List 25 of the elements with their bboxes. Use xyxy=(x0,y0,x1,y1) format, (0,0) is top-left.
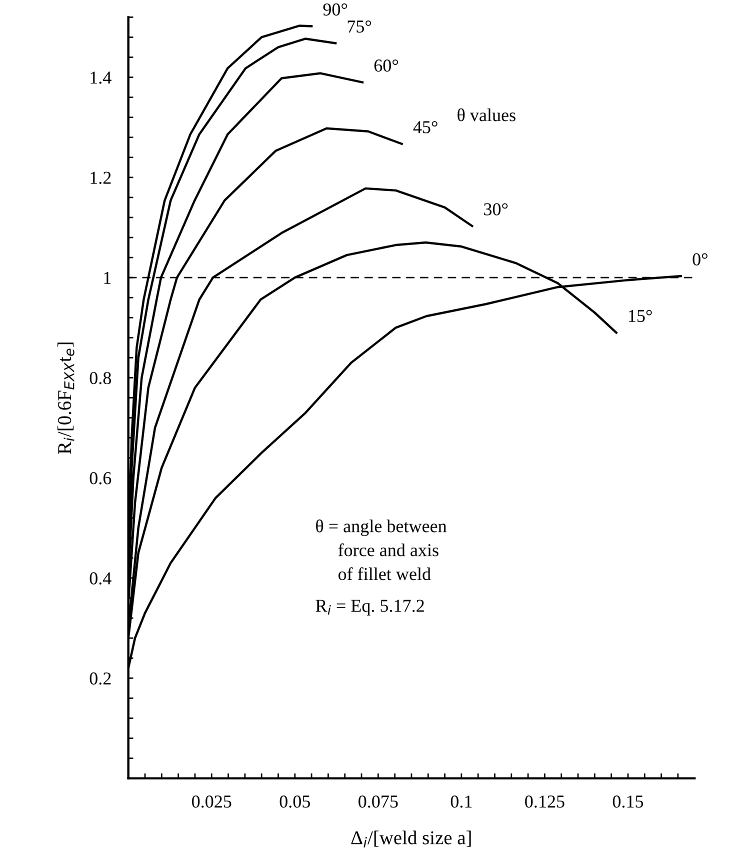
y-tick-label: 0.6 xyxy=(90,472,112,484)
annotation: θ = angle between force and axis of fillet weld xyxy=(316,520,447,580)
y-tick-label: 1.4 xyxy=(90,72,112,84)
x-tick-label: 0.025 xyxy=(192,795,232,808)
series-label: 30° xyxy=(484,203,508,216)
x-axis-title: Δ$_{i}$/[weld size a] xyxy=(351,830,471,848)
series-label: 15° xyxy=(629,310,652,322)
x-tick-label: 0.05 xyxy=(280,795,310,808)
x-tick-label: 0.15 xyxy=(612,795,644,808)
series-label: 90° xyxy=(323,3,348,16)
x-tick-label: 0.075 xyxy=(358,795,398,808)
x-tick-label: 0.125 xyxy=(525,795,564,808)
y-tick-label: 1 xyxy=(104,272,111,284)
y-tick-label: 0.8 xyxy=(90,372,111,384)
series-label: 60° xyxy=(374,59,398,72)
series-label: 0° xyxy=(692,253,708,266)
x-tick-label: 0.1 xyxy=(450,795,472,808)
annotation: R$_{i}$ = Eq. 5.17.2 xyxy=(316,600,424,616)
y-axis-title: R$_{i}$/[0.6F$_{EXX}$t$_{e}$] xyxy=(57,342,74,454)
series-label: 75° xyxy=(348,20,372,33)
series-label: 45° xyxy=(413,121,438,134)
y-tick-label: 1.2 xyxy=(90,172,111,184)
y-tick-label: 0.4 xyxy=(90,572,112,585)
annotation: θ values xyxy=(458,108,516,122)
y-tick-label: 0.2 xyxy=(90,672,111,685)
